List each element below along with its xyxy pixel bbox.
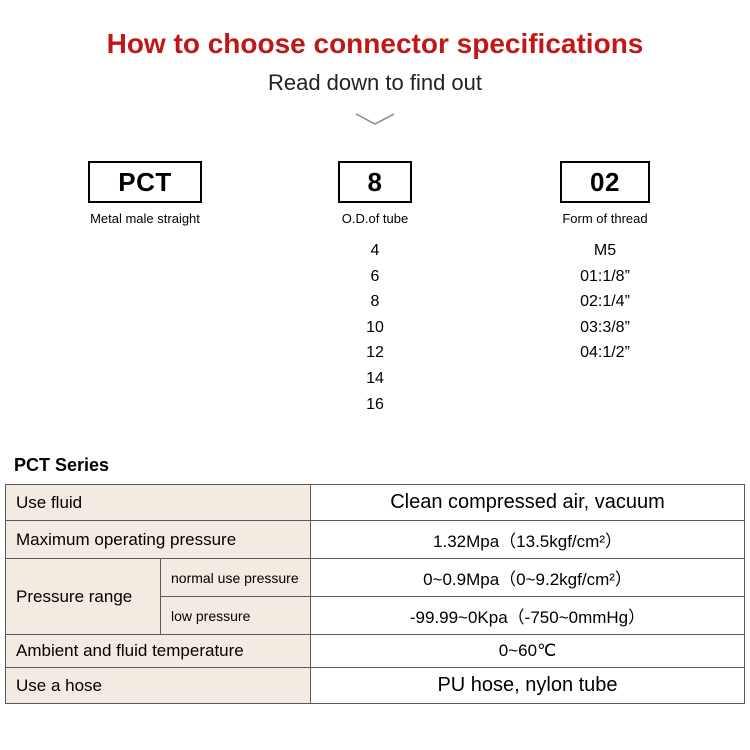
spec-value: 0~0.9Mpa（0~9.2kgf/cm²） [311,559,745,597]
code-options: 46810121416 [300,238,450,417]
code-box: 8 [338,161,413,203]
spec-label: Use a hose [6,668,311,704]
code-caption: Metal male straight [70,211,220,226]
code-box: 02 [560,161,650,203]
spec-label: Use fluid [6,485,311,521]
table-row: Maximum operating pressure 1.32Mpa（13.5k… [6,521,745,559]
spec-value: 1.32Mpa（13.5kgf/cm²） [311,521,745,559]
code-caption: O.D.of tube [300,211,450,226]
code-breakdown: PCT Metal male straight 8 O.D.of tube 46… [0,161,750,417]
code-option: 04:1/2” [530,340,680,366]
table-row: Pressure range normal use pressure 0~0.9… [6,559,745,597]
page-title: How to choose connector specifications [0,0,750,60]
code-option: 8 [300,289,450,315]
code-option: 10 [300,315,450,341]
code-option: 01:1/8” [530,264,680,290]
spec-value: PU hose, nylon tube [311,668,745,704]
code-option: 16 [300,392,450,418]
code-option: 03:3/8” [530,315,680,341]
spec-table: Use fluid Clean compressed air, vacuum M… [5,484,745,704]
spec-sublabel: normal use pressure [161,559,311,597]
code-box: PCT [88,161,202,203]
spec-sublabel: low pressure [161,597,311,635]
code-col-1: PCT Metal male straight [70,161,220,417]
code-option: 12 [300,340,450,366]
code-caption: Form of thread [530,211,680,226]
code-col-2: 8 O.D.of tube 46810121416 [300,161,450,417]
code-option: 4 [300,238,450,264]
code-option: 6 [300,264,450,290]
spec-value: 0~60℃ [311,635,745,668]
spec-label: Maximum operating pressure [6,521,311,559]
series-title: PCT Series [14,455,750,476]
spec-label: Pressure range [6,559,161,635]
code-option: 02:1/4” [530,289,680,315]
code-col-3: 02 Form of thread M501:1/8”02:1/4”03:3/8… [530,161,680,417]
chevron-down-icon [0,110,750,133]
code-option: 14 [300,366,450,392]
spec-value: Clean compressed air, vacuum [311,485,745,521]
page-subtitle: Read down to find out [0,70,750,96]
spec-label: Ambient and fluid temperature [6,635,311,668]
table-row: Ambient and fluid temperature 0~60℃ [6,635,745,668]
spec-value: -99.99~0Kpa（-750~0mmHg） [311,597,745,635]
code-options: M501:1/8”02:1/4”03:3/8”04:1/2” [530,238,680,366]
table-row: Use fluid Clean compressed air, vacuum [6,485,745,521]
table-row: Use a hose PU hose, nylon tube [6,668,745,704]
code-option: M5 [530,238,680,264]
